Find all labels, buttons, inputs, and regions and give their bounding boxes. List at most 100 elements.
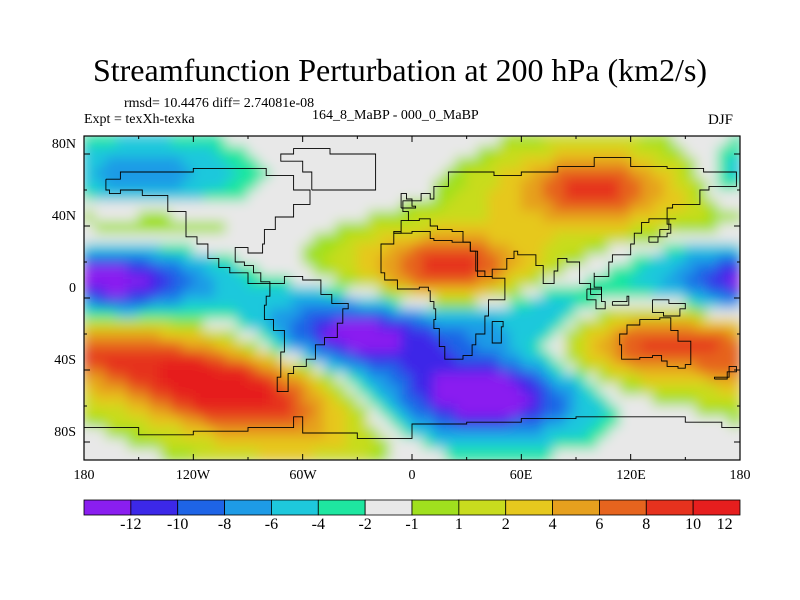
field-cell xyxy=(149,437,162,450)
field-cell xyxy=(619,448,632,460)
field-cell xyxy=(247,340,260,353)
field-cell xyxy=(345,351,358,364)
field-cell xyxy=(356,448,369,460)
field-cell xyxy=(597,351,610,364)
lon-label-60w: 60W xyxy=(289,468,317,483)
field-cell xyxy=(695,221,708,234)
field-cell xyxy=(411,319,424,331)
field-cell xyxy=(641,416,654,429)
field-cell xyxy=(258,427,271,439)
field-cell xyxy=(345,308,358,321)
field-cell xyxy=(214,340,227,353)
field-cell xyxy=(477,329,490,342)
field-cell xyxy=(280,200,293,213)
field-cell xyxy=(652,254,664,267)
field-cell xyxy=(575,373,588,385)
field-cell xyxy=(84,383,96,396)
field-cell xyxy=(170,437,183,450)
field-cell xyxy=(706,265,719,277)
field-cell xyxy=(728,232,740,245)
field-cell xyxy=(684,243,697,256)
field-cell xyxy=(553,146,566,159)
field-cell xyxy=(313,286,326,299)
field-cell xyxy=(116,136,129,148)
field-cell xyxy=(181,427,194,439)
field-cell xyxy=(662,427,675,439)
field-cell xyxy=(509,232,522,245)
field-cell xyxy=(269,136,282,148)
field-cell xyxy=(564,232,577,245)
field-cell xyxy=(728,351,740,364)
field-cell xyxy=(378,448,391,460)
field-cell xyxy=(662,211,675,223)
field-cell xyxy=(630,297,643,310)
lat-label-80s: 80S xyxy=(54,425,76,440)
field-cell xyxy=(520,351,533,364)
field-cell xyxy=(531,146,544,159)
field-cell xyxy=(498,265,511,277)
field-cell xyxy=(225,308,238,321)
field-cell xyxy=(488,383,500,396)
field-cell xyxy=(192,340,205,353)
field-cell xyxy=(608,178,621,191)
field-cell xyxy=(498,437,511,450)
field-cell xyxy=(127,157,140,169)
field-cell xyxy=(84,351,96,364)
field-cell xyxy=(181,286,194,299)
field-cell xyxy=(280,265,293,277)
field-cell xyxy=(105,329,118,342)
field-cell xyxy=(684,275,697,288)
field-cell xyxy=(181,308,194,321)
field-cell xyxy=(706,448,719,460)
field-cell xyxy=(291,136,304,148)
field-cell xyxy=(586,416,599,429)
field-cell xyxy=(160,437,172,450)
field-cell xyxy=(127,383,140,396)
field-cell xyxy=(488,157,500,169)
field-cell xyxy=(477,243,490,256)
field-cell xyxy=(105,167,118,180)
field-cell xyxy=(630,200,643,213)
field-cell xyxy=(717,427,730,439)
colorbar-label: 12 xyxy=(716,516,733,533)
field-cell xyxy=(116,146,129,159)
field-cell xyxy=(553,200,566,213)
field-cell xyxy=(116,405,129,418)
field-cell xyxy=(619,254,632,267)
field-cell xyxy=(225,405,238,418)
field-cell xyxy=(302,394,315,407)
field-cell xyxy=(269,448,282,460)
field-cell xyxy=(608,416,621,429)
field-cell xyxy=(367,297,380,310)
field-cell xyxy=(684,232,697,245)
field-cell xyxy=(203,319,216,331)
field-cell xyxy=(652,189,664,202)
field-cell xyxy=(553,437,566,450)
field-cell xyxy=(149,265,162,277)
field-cell xyxy=(411,437,424,450)
field-cell xyxy=(444,394,457,407)
field-cell xyxy=(498,362,511,375)
field-cell xyxy=(575,416,588,429)
field-cell xyxy=(313,416,326,429)
field-cell xyxy=(662,351,675,364)
field-cell xyxy=(378,286,391,299)
field-cell xyxy=(542,265,555,277)
field-cell xyxy=(509,157,522,169)
field-cell xyxy=(356,200,369,213)
field-cell xyxy=(673,416,686,429)
field-cell xyxy=(214,221,227,234)
field-cell xyxy=(367,157,380,169)
field-cell xyxy=(280,351,293,364)
field-cell xyxy=(455,178,468,191)
field-cell xyxy=(236,329,249,342)
field-cell xyxy=(498,221,511,234)
field-cell xyxy=(313,437,326,450)
field-cell xyxy=(181,265,194,277)
field-cell xyxy=(433,275,446,288)
field-cell xyxy=(203,340,216,353)
field-cell xyxy=(258,136,271,148)
field-cell xyxy=(455,308,468,321)
field-cell xyxy=(652,329,664,342)
field-cell xyxy=(498,340,511,353)
